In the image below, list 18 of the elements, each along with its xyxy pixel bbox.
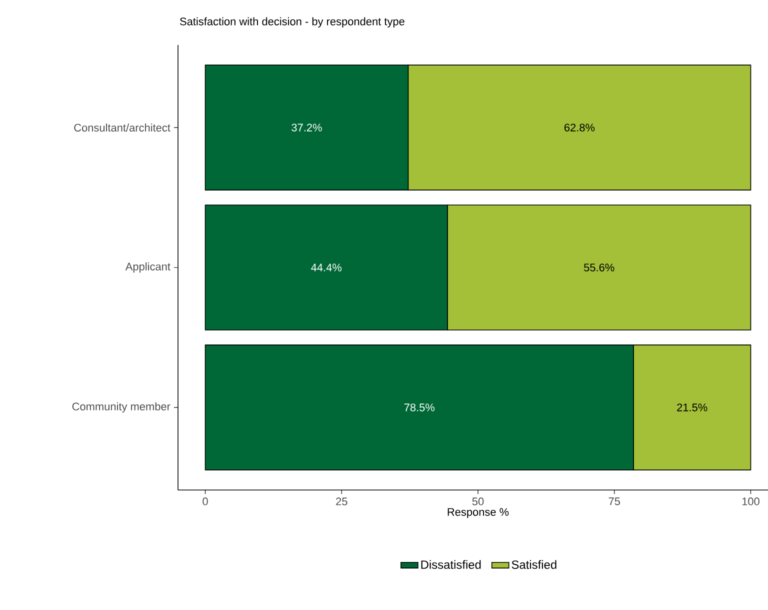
x-tick-label: 75 — [608, 498, 620, 506]
legend-label: Satisfied — [512, 560, 556, 569]
x-tick-label: 50 — [472, 498, 484, 506]
chart-title: Satisfaction with decision - by respondent type — [180, 17, 404, 28]
data-label: 78.5% — [404, 404, 434, 412]
data-label: 37.2% — [292, 124, 322, 132]
y-tick-label: Consultant/architect — [74, 124, 170, 132]
x-tick-label: 100 — [742, 498, 760, 506]
data-label: 21.5% — [677, 404, 708, 412]
legend-label: Dissatisfied — [421, 560, 481, 569]
data-label: 55.6% — [584, 264, 614, 272]
data-label: 44.4% — [311, 264, 342, 272]
x-tick-label: 25 — [336, 498, 348, 506]
y-tick-label: Community member — [72, 402, 170, 413]
x-tick-label: 0 — [202, 498, 208, 506]
x-axis-title: Response % — [448, 508, 509, 518]
data-label: 62.8% — [564, 124, 595, 132]
y-tick-label: Applicant — [125, 262, 170, 273]
